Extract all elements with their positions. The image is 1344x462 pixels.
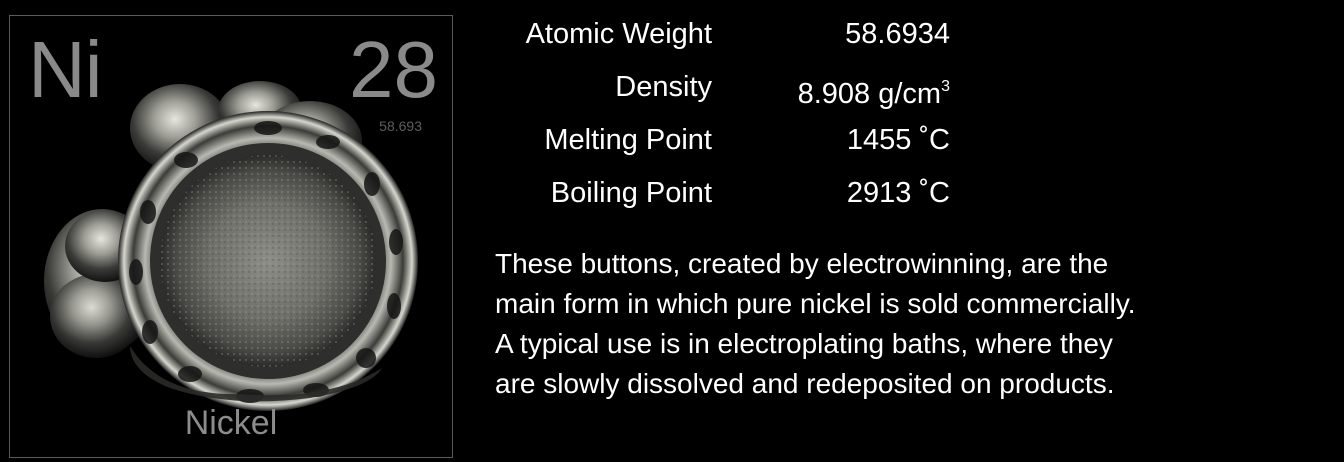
nickel-button-photo (44, 81, 418, 411)
property-row-atomic-weight: Atomic Weight 58.6934 (470, 14, 970, 67)
property-row-boiling-point: Boiling Point 2913 ˚C (470, 173, 970, 226)
property-value: 1455 ˚C (846, 124, 950, 156)
property-label: Melting Point (544, 124, 712, 156)
property-label: Density (615, 71, 712, 103)
property-row-melting-point: Melting Point 1455 ˚C (470, 120, 970, 173)
property-label: Boiling Point (550, 177, 712, 209)
element-description: These buttons, created by electrowinning… (495, 244, 1295, 404)
atomic-number: 28 (349, 25, 438, 114)
element-tile: Ni 28 58.693 Nickel (9, 15, 453, 458)
properties-table: Atomic Weight 58.6934 Density 8.908 g/cm… (470, 14, 970, 226)
tile-atomic-weight: 58.693 (379, 118, 422, 134)
property-row-density: Density 8.908 g/cm3 (470, 67, 970, 120)
property-label: Atomic Weight (525, 18, 712, 50)
description-line: A typical use is in electroplating baths… (495, 328, 1113, 359)
property-value: 2913 ˚C (846, 177, 950, 209)
description-line: These buttons, created by electrowinning… (495, 248, 1109, 279)
property-value: 8.908 g/cm3 (797, 78, 950, 110)
description-line: main form in which pure nickel is sold c… (495, 288, 1136, 319)
property-value: 58.6934 (845, 18, 950, 50)
element-name: Nickel (184, 404, 278, 442)
description-line: are slowly dissolved and redeposited on … (495, 368, 1115, 399)
element-symbol: Ni (28, 25, 103, 114)
unit-superscript: 3 (941, 78, 950, 95)
